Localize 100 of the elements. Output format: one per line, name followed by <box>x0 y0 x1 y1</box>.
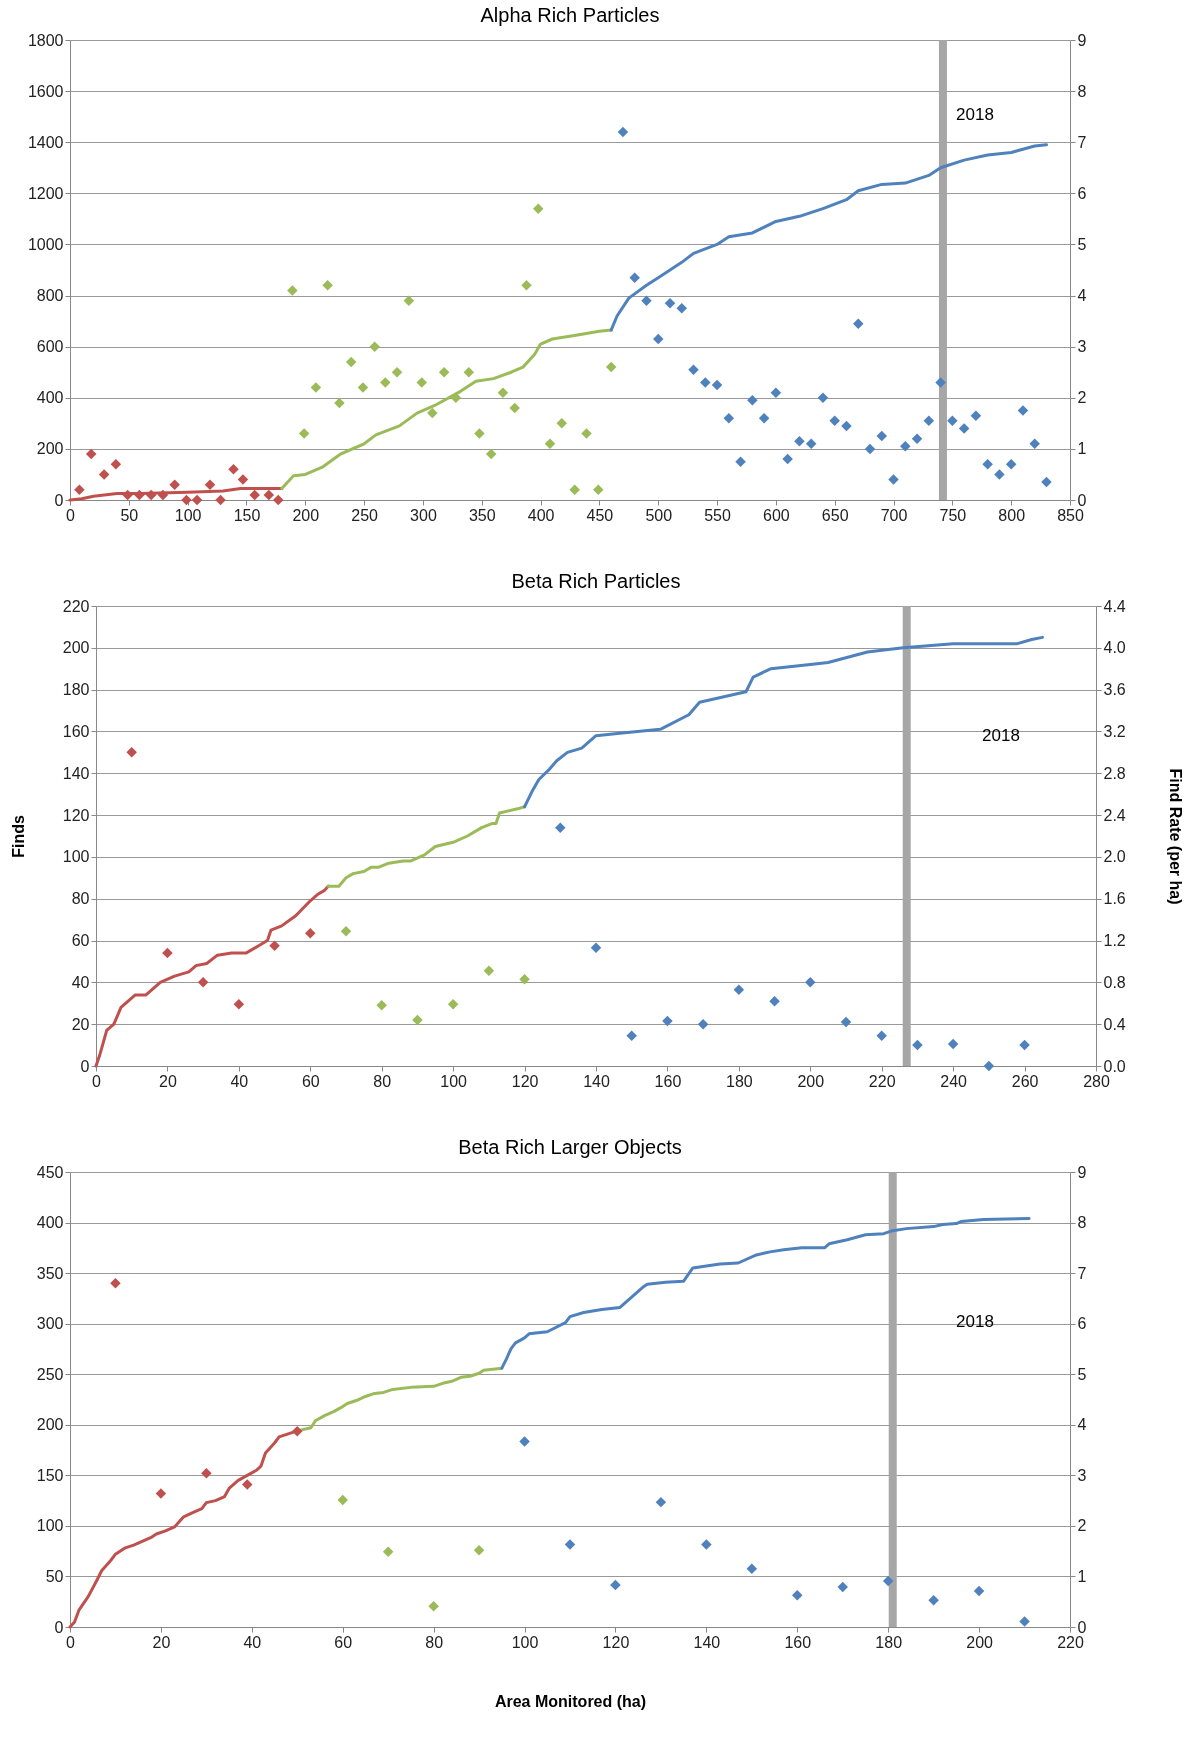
x-tick-label: 220 <box>1057 1633 1084 1651</box>
y-tick-label: 400 <box>36 1214 64 1232</box>
point <box>700 377 711 388</box>
y-tick-label: 50 <box>45 1567 64 1585</box>
point <box>357 382 369 393</box>
point <box>592 484 604 496</box>
y2-tick-label: 4.4 <box>1103 597 1126 615</box>
annotation: 2018 <box>982 726 1020 745</box>
x-tick-label: 240 <box>940 1072 968 1090</box>
point <box>664 297 676 309</box>
point <box>982 458 993 470</box>
point <box>145 489 157 501</box>
point <box>610 1579 621 1591</box>
point <box>242 1479 253 1490</box>
point <box>697 1018 709 1030</box>
point <box>733 984 745 995</box>
point <box>181 494 192 506</box>
x-tick-label: 150 <box>233 506 261 524</box>
point <box>629 272 640 283</box>
x-tick-label: 300 <box>410 506 437 524</box>
point <box>263 489 275 501</box>
y-tick-label: 250 <box>36 1365 64 1383</box>
y2-tick-label: 4 <box>1077 287 1087 305</box>
x-tick-label: 200 <box>966 1633 994 1651</box>
y2-tick-label: 8 <box>1077 82 1087 100</box>
y-tick-label: 220 <box>62 597 90 615</box>
y-tick-label: 1200 <box>27 184 64 202</box>
y2-tick-label: 6 <box>1077 1315 1087 1333</box>
x-tick-label: 160 <box>654 1072 682 1090</box>
line-series <box>609 143 1048 332</box>
y-tick-label: 1000 <box>27 235 64 253</box>
x-tick-label: 0 <box>92 1072 102 1090</box>
x-tick-label: 180 <box>875 1633 903 1651</box>
x-tick-label: 500 <box>645 506 673 524</box>
y-tick-label: 160 <box>62 722 90 740</box>
y-tick-label: 40 <box>71 973 90 991</box>
y-tick-label: 20 <box>71 1015 90 1033</box>
point <box>876 430 888 442</box>
point <box>641 295 652 306</box>
x-tick-label: 450 <box>586 506 614 524</box>
x-tick-label: 20 <box>159 1072 177 1090</box>
point <box>911 433 923 444</box>
y2-tick-label: 0 <box>1077 491 1087 509</box>
point <box>162 947 173 959</box>
point <box>655 1496 667 1508</box>
point <box>770 387 782 398</box>
line-series <box>500 1217 1031 1370</box>
point <box>1029 438 1040 450</box>
point <box>157 489 169 501</box>
y2-tick-label: 3.2 <box>1103 722 1126 740</box>
y-tick-label: 1600 <box>27 82 64 100</box>
point <box>1019 1039 1030 1051</box>
x-tick-label: 600 <box>763 506 790 524</box>
point <box>322 280 333 291</box>
point <box>841 420 852 432</box>
point <box>215 494 226 506</box>
x-tick-label: 40 <box>243 1633 262 1651</box>
point <box>369 341 380 352</box>
line-series <box>280 328 613 490</box>
y2-tick-label: 8 <box>1077 1214 1087 1232</box>
point <box>564 1539 576 1550</box>
x-tick-label: 140 <box>583 1072 610 1090</box>
point <box>483 965 495 977</box>
y2-tick-label: 2.0 <box>1103 848 1126 866</box>
x-axis-title: Area Monitored (ha) <box>494 1692 647 1710</box>
y2-tick-label: 0.8 <box>1103 973 1126 991</box>
point <box>947 415 958 427</box>
point <box>438 366 450 378</box>
x-tick-label: 700 <box>880 506 908 524</box>
point <box>376 1000 387 1011</box>
point <box>269 940 280 952</box>
point <box>519 1436 530 1447</box>
point <box>122 489 133 501</box>
x-tick-label: 350 <box>468 506 496 524</box>
x-tick-label: 100 <box>440 1072 468 1090</box>
x-tick-label: 220 <box>868 1072 896 1090</box>
point <box>935 377 946 388</box>
y-tick-label: 600 <box>36 338 64 356</box>
line-series <box>94 884 330 1068</box>
point <box>837 1581 848 1593</box>
y-tick-label: 450 <box>36 1163 64 1181</box>
x-tick-label: 550 <box>704 506 731 524</box>
x-tick-label: 60 <box>301 1072 320 1090</box>
point <box>569 484 580 496</box>
point <box>556 418 568 429</box>
point <box>98 469 110 480</box>
y-tick-label: 1400 <box>27 133 64 151</box>
point <box>794 435 805 447</box>
x-tick-label: 60 <box>334 1633 353 1651</box>
point <box>555 822 566 833</box>
point <box>85 448 97 460</box>
y2-tick-label: 9 <box>1077 1163 1087 1181</box>
point <box>829 415 840 427</box>
point <box>817 392 829 404</box>
point <box>735 456 746 467</box>
chart-title: Beta Rich Larger Objects <box>458 1136 682 1158</box>
line-series <box>523 635 1044 809</box>
x-tick-label: 50 <box>120 506 139 524</box>
annotation: 2018 <box>956 1312 994 1331</box>
point <box>474 428 485 439</box>
